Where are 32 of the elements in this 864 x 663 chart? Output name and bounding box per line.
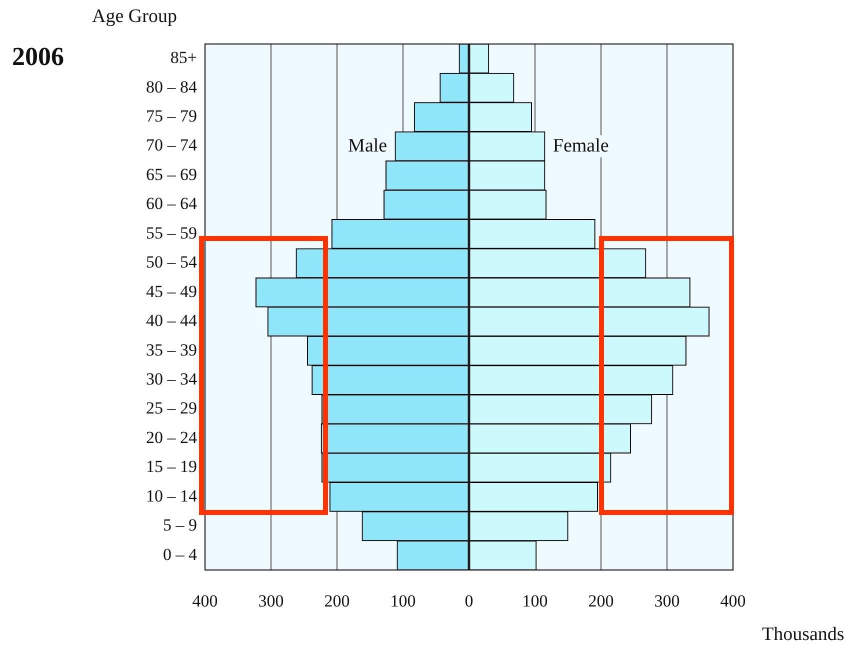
x-tick-label: 100 [522, 592, 548, 611]
y-tick-label: 45 – 49 [146, 282, 197, 301]
y-tick-label: 25 – 29 [146, 398, 197, 418]
y-tick-label: 30 – 34 [146, 370, 198, 389]
x-tick-label: 100 [390, 592, 416, 611]
y-tick-label: 80 – 84 [146, 77, 198, 96]
y-tick-label: 75 – 79 [146, 106, 197, 126]
x-tick-label: 300 [654, 592, 680, 611]
y-tick-label: 65 – 69 [146, 164, 197, 184]
y-tick-label: 85+ [170, 48, 197, 68]
x-tick-label: 200 [324, 592, 350, 611]
series-label: Male [348, 135, 388, 156]
y-tick-label: 5 – 9 [163, 516, 197, 535]
x-tick-label: 300 [258, 592, 284, 611]
chart-title: 2006 [12, 42, 64, 72]
y-tick-label: 60 – 64 [146, 194, 198, 214]
y-tick-label: 15 – 19 [146, 457, 197, 476]
y-tick-label: 35 – 39 [146, 340, 197, 360]
y-tick-label: 20 – 24 [146, 428, 198, 447]
y-tick-label: 50 – 54 [146, 252, 198, 272]
y-axis-title: Age Group [92, 6, 177, 28]
y-tick-label: 70 – 74 [146, 136, 198, 155]
y-tick-label: 0 – 4 [163, 544, 198, 564]
x-tick-label: 400 [192, 592, 218, 611]
x-tick-label: 0 [464, 592, 474, 611]
x-tick-label: 200 [588, 592, 614, 611]
y-tick-label: 40 – 44 [146, 311, 198, 330]
y-tick-label: 10 – 14 [146, 486, 198, 506]
series-label: Female [552, 135, 609, 156]
x-axis-title: Thousands [762, 624, 844, 646]
x-tick-label: 400 [720, 592, 746, 611]
y-tick-label: 55 – 59 [146, 223, 197, 242]
